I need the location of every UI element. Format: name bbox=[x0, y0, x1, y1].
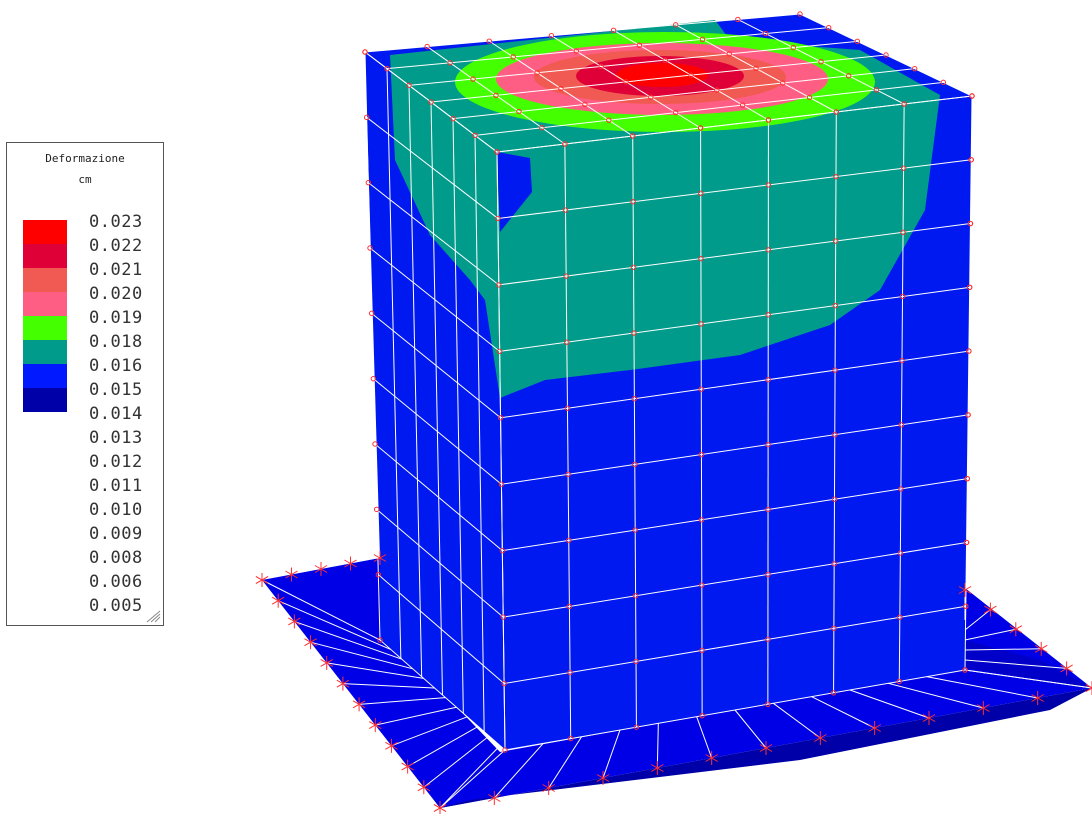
legend-value: 0.012 bbox=[89, 450, 143, 474]
legend-value: 0.020 bbox=[89, 282, 143, 306]
legend-panel[interactable]: Deformazione cm 0.023 0.022 0.021 0.020 0.01… bbox=[6, 142, 164, 626]
legend-value: 0.009 bbox=[89, 522, 143, 546]
legend-swatch bbox=[23, 268, 67, 292]
legend-unit: cm bbox=[7, 173, 163, 186]
legend-value: 0.018 bbox=[89, 330, 143, 354]
legend-value: 0.011 bbox=[89, 474, 143, 498]
legend-value: 0.008 bbox=[89, 546, 143, 570]
legend-title: Deformazione bbox=[7, 152, 163, 165]
legend-value: 0.021 bbox=[89, 258, 143, 282]
legend-value: 0.022 bbox=[89, 234, 143, 258]
legend-swatch bbox=[23, 292, 67, 316]
legend-swatch bbox=[23, 340, 67, 364]
legend-value: 0.023 bbox=[89, 210, 143, 234]
legend-value: 0.015 bbox=[89, 378, 143, 402]
legend-value-list: 0.023 0.022 0.021 0.020 0.019 0.018 0.016 0.015… bbox=[89, 210, 143, 618]
legend-value: 0.010 bbox=[89, 498, 143, 522]
legend-value: 0.006 bbox=[89, 570, 143, 594]
legend-swatch bbox=[23, 364, 67, 388]
legend-swatch bbox=[23, 316, 67, 340]
legend-value: 0.013 bbox=[89, 426, 143, 450]
resize-grip-icon[interactable] bbox=[143, 609, 161, 623]
legend-swatch bbox=[23, 244, 67, 268]
legend-value: 0.005 bbox=[89, 594, 143, 618]
legend-swatch bbox=[23, 388, 67, 412]
legend-swatch bbox=[23, 220, 67, 244]
legend-value: 0.016 bbox=[89, 354, 143, 378]
mesh-line bbox=[768, 120, 769, 704]
legend-value: 0.019 bbox=[89, 306, 143, 330]
legend-value: 0.014 bbox=[89, 402, 143, 426]
legend-color-scale bbox=[23, 220, 67, 412]
